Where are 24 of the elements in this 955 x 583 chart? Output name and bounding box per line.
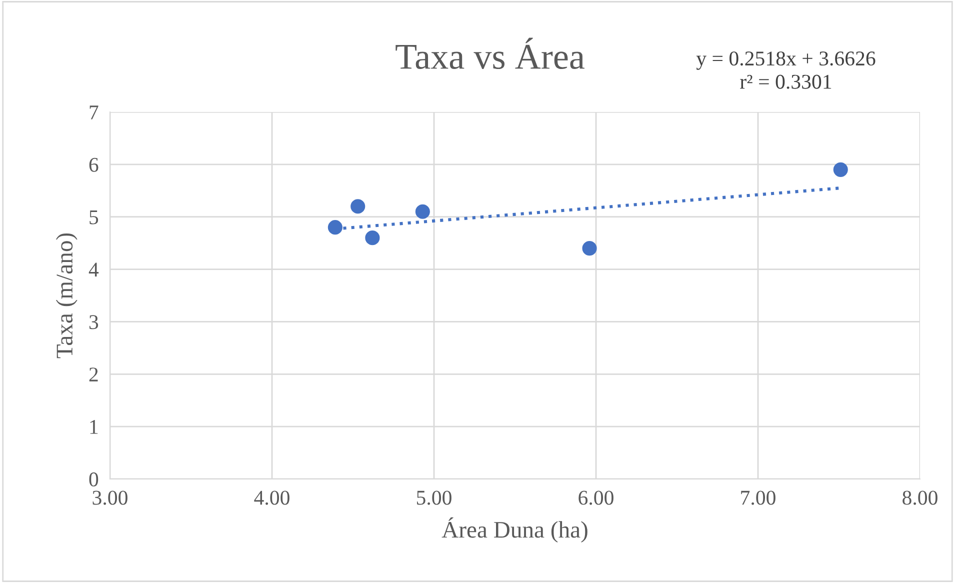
point bbox=[365, 230, 380, 246]
y-tick-label: 1 bbox=[90, 420, 98, 434]
x-tick-label: 7.00 bbox=[741, 490, 776, 505]
chart-title: Taxa vs Área bbox=[396, 38, 584, 70]
x-tick-label: 8.00 bbox=[902, 490, 938, 505]
point bbox=[350, 199, 366, 214]
y-tick-label: 6 bbox=[89, 158, 98, 172]
point bbox=[582, 241, 597, 256]
x-tick-label: 5.00 bbox=[416, 490, 452, 505]
y-tick-label: 3 bbox=[89, 315, 98, 330]
y-tick-label: 2 bbox=[89, 368, 98, 382]
x-tick-label: 3.00 bbox=[92, 490, 128, 505]
text: y = 0.2518x + 3.6626 r² = 0.3301 bbox=[696, 51, 876, 89]
y-tick-label: 0 bbox=[89, 472, 98, 486]
x-tick-label: 6.00 bbox=[578, 490, 614, 505]
y-tick-label: 5 bbox=[90, 210, 98, 224]
point bbox=[833, 162, 848, 177]
point bbox=[415, 204, 430, 219]
x-axis-title: Área Duna (ha) bbox=[442, 517, 588, 543]
y-tick-label: 7 bbox=[90, 106, 98, 120]
y-axis-title: Taxa (m/ano) bbox=[56, 233, 78, 358]
point bbox=[328, 220, 342, 235]
x-tick-label: 4.00 bbox=[254, 490, 290, 505]
y-tick-label: 4 bbox=[88, 262, 99, 277]
